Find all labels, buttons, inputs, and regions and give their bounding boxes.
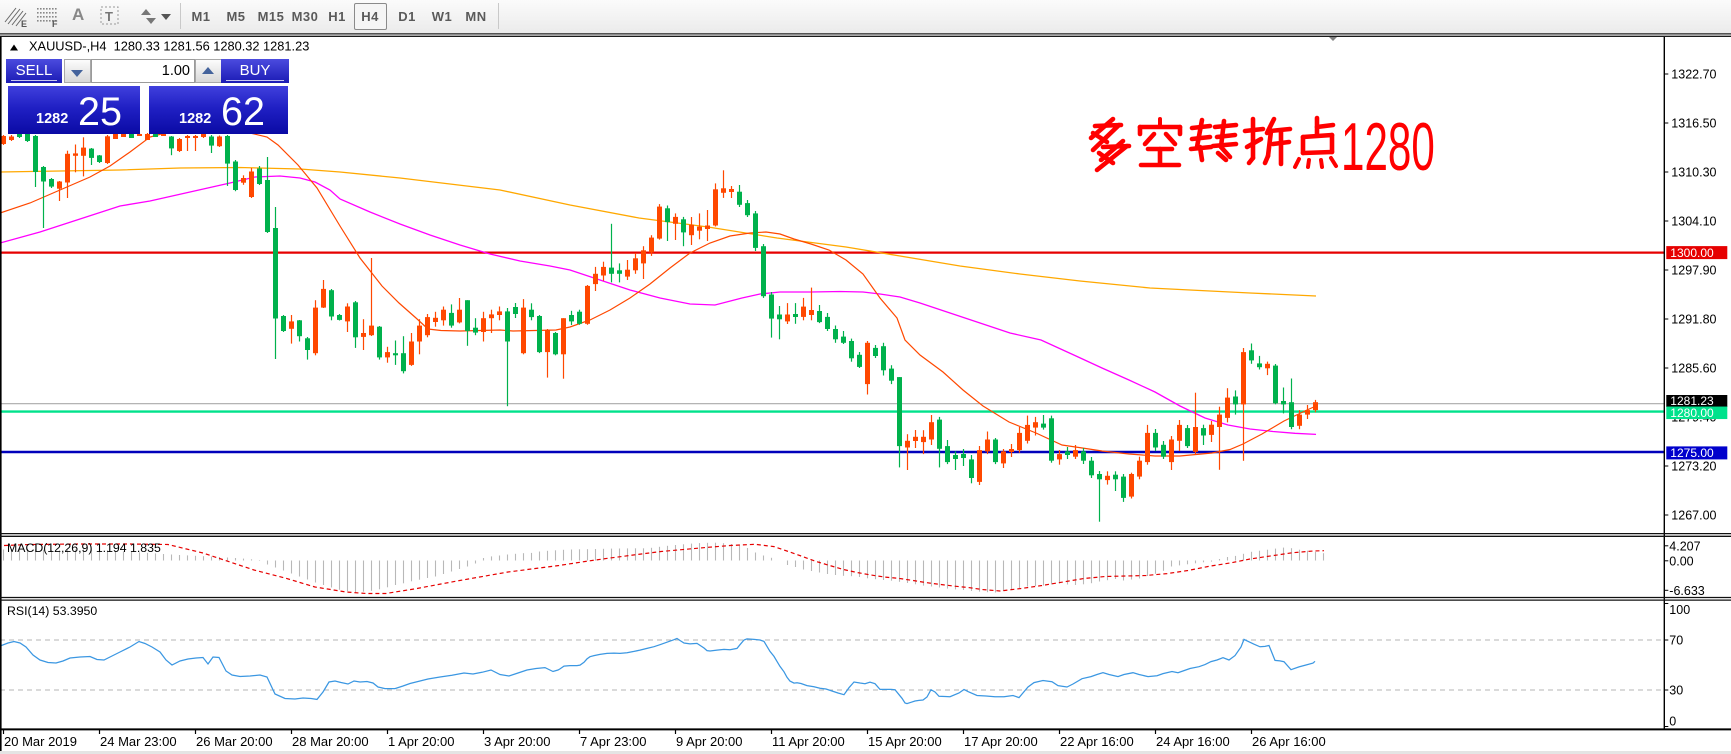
svg-text:26 Mar 20:00: 26 Mar 20:00 — [196, 734, 273, 749]
svg-text:24 Apr 16:00: 24 Apr 16:00 — [1156, 734, 1230, 749]
svg-text:1280.00: 1280.00 — [1670, 406, 1714, 420]
svg-text:1285.60: 1285.60 — [1671, 362, 1716, 376]
svg-text:1300.00: 1300.00 — [1670, 246, 1714, 260]
svg-text:1304.10: 1304.10 — [1671, 215, 1716, 229]
svg-text:RSI(14) 53.3950: RSI(14) 53.3950 — [7, 604, 97, 618]
svg-text:T: T — [105, 9, 113, 24]
svg-text:17 Apr 20:00: 17 Apr 20:00 — [964, 734, 1038, 749]
svg-text:7 Apr 23:00: 7 Apr 23:00 — [580, 734, 647, 749]
svg-text:30: 30 — [1669, 684, 1683, 698]
svg-text:1 Apr 20:00: 1 Apr 20:00 — [388, 734, 455, 749]
svg-text:100: 100 — [1669, 603, 1690, 617]
svg-text:11 Apr 20:00: 11 Apr 20:00 — [772, 734, 845, 749]
svg-text:1275.00: 1275.00 — [1670, 446, 1714, 460]
svg-text:1281.23: 1281.23 — [1670, 394, 1714, 408]
svg-text:1316.50: 1316.50 — [1671, 117, 1716, 131]
svg-text:XAUUSD-,H4 1280.33 1281.56 12: XAUUSD-,H4 1280.33 1281.56 1280.32 1281.… — [29, 39, 309, 54]
svg-text:E: E — [21, 19, 27, 28]
svg-text:1310.30: 1310.30 — [1671, 166, 1716, 180]
svg-text:1322.70: 1322.70 — [1671, 68, 1716, 82]
svg-text:3 Apr 20:00: 3 Apr 20:00 — [484, 734, 551, 749]
svg-text:0.00: 0.00 — [1669, 554, 1693, 568]
svg-text:4.207: 4.207 — [1669, 539, 1700, 553]
svg-text:F: F — [52, 19, 58, 28]
svg-text:-6.633: -6.633 — [1669, 584, 1704, 598]
svg-text:15 Apr 20:00: 15 Apr 20:00 — [868, 734, 942, 749]
svg-text:70: 70 — [1669, 634, 1683, 648]
svg-text:28 Mar 20:00: 28 Mar 20:00 — [292, 734, 369, 749]
svg-text:MACD(12,26,9) 1.194 1.835: MACD(12,26,9) 1.194 1.835 — [7, 541, 161, 555]
svg-text:0: 0 — [1669, 715, 1676, 729]
svg-text:22 Apr 16:00: 22 Apr 16:00 — [1060, 734, 1134, 749]
svg-text:24 Mar 23:00: 24 Mar 23:00 — [100, 734, 177, 749]
svg-text:1280: 1280 — [1341, 109, 1435, 185]
svg-text:20 Mar 2019: 20 Mar 2019 — [4, 734, 77, 749]
svg-text:1273.20: 1273.20 — [1671, 460, 1716, 474]
svg-text:26 Apr 16:00: 26 Apr 16:00 — [1252, 734, 1326, 749]
svg-text:1267.00: 1267.00 — [1671, 509, 1716, 523]
svg-text:1291.80: 1291.80 — [1671, 313, 1716, 327]
svg-text:9 Apr 20:00: 9 Apr 20:00 — [676, 734, 743, 749]
svg-text:1297.90: 1297.90 — [1671, 264, 1716, 278]
